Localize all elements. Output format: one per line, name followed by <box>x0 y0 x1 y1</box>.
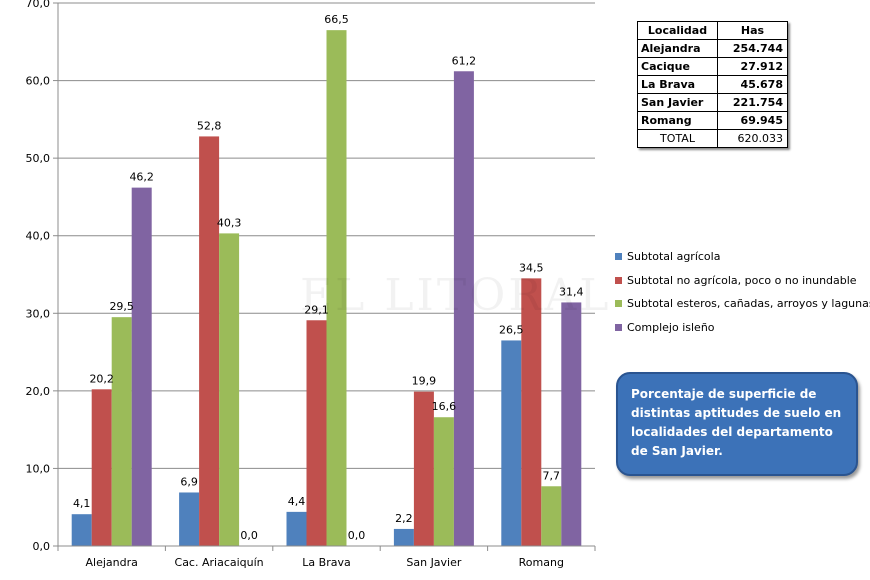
legend-item: Complejo isleño <box>615 316 870 340</box>
legend-label: Subtotal no agrícola, poco o no inundabl… <box>627 273 857 287</box>
y-tick-label: 50,0 <box>26 152 51 165</box>
y-tick-label: 10,0 <box>26 462 51 475</box>
data-label: 0,0 <box>240 529 258 542</box>
table-cell-has: 221.754 <box>717 93 788 112</box>
table-cell-localidad: San Javier <box>637 93 718 112</box>
y-tick-label: 0,0 <box>33 540 51 553</box>
data-labels: 4,1 6,9 4,4 2,2 26,5 20,2 52,8 29,1 19,9 34,5 29,5… <box>73 13 584 542</box>
table-cell-has: 45.678 <box>717 75 788 94</box>
table-cell-localidad: Alejandra <box>637 39 718 58</box>
table-cell-localidad: Romang <box>637 111 718 130</box>
table-row: Cacique 27.912 <box>637 57 788 76</box>
bar <box>501 340 522 546</box>
table-row: Romang 69.945 <box>637 111 788 130</box>
table-header-row: Localidad Has <box>637 21 788 40</box>
legend-item: Subtotal agrícola <box>615 245 870 269</box>
y-tick-label: 70,0 <box>26 0 51 10</box>
caption-box: Porcentaje de superficie de distintas ap… <box>616 372 858 476</box>
data-label: 61,2 <box>452 54 477 67</box>
data-label: 29,1 <box>304 303 329 316</box>
watermark: EL LITORAL <box>300 270 612 321</box>
data-label: 46,2 <box>129 171 154 184</box>
data-label: 6,9 <box>180 475 198 488</box>
table-total-row: TOTAL 620.033 <box>637 129 788 148</box>
legend-swatch <box>615 323 622 331</box>
data-label: 29,5 <box>109 300 134 313</box>
legend: Subtotal agrícola Subtotal no agrícola, p… <box>615 245 870 339</box>
y-tick-label: 60,0 <box>26 75 51 88</box>
bar <box>453 71 474 547</box>
data-label: 4,4 <box>288 495 306 508</box>
data-label: 19,9 <box>412 375 437 388</box>
table-total-label: TOTAL <box>637 129 718 148</box>
table-row: La Brava 45.678 <box>637 75 788 94</box>
x-tick-label: San Javier <box>406 556 462 569</box>
bar <box>326 30 347 546</box>
data-label: 0,0 <box>348 529 366 542</box>
legend-swatch <box>615 276 622 284</box>
data-label: 26,5 <box>499 323 524 336</box>
data-label: 52,8 <box>197 119 222 132</box>
header-has: Has <box>717 21 788 40</box>
bars <box>71 30 582 547</box>
x-tick-label: Alejandra <box>86 556 138 569</box>
bar <box>199 136 220 546</box>
locality-table: Localidad Has Alejandra 254.744 Cacique 27.… <box>637 21 788 148</box>
bar <box>111 317 132 546</box>
bar <box>561 302 582 546</box>
legend-label: Subtotal agrícola <box>627 250 721 264</box>
x-tick-label: Cac. Ariacaiquín <box>175 556 264 569</box>
table-row: San Javier 221.754 <box>637 93 788 112</box>
bar <box>131 187 152 546</box>
bar <box>91 389 112 546</box>
data-label: 31,4 <box>559 285 584 298</box>
data-label: 2,2 <box>395 512 413 525</box>
legend-item: Subtotal esteros, cañadas, arroyos y lag… <box>615 292 870 316</box>
bar <box>521 278 542 546</box>
x-axis: Alejandra Cac. Ariacaiquín La Brava San Jav… <box>57 545 596 569</box>
bar <box>179 492 200 546</box>
bar <box>433 417 454 546</box>
data-label: 4,1 <box>73 497 91 510</box>
bar <box>306 320 327 546</box>
table-cell-localidad: Cacique <box>637 57 718 76</box>
table-cell-has: 27.912 <box>717 57 788 76</box>
table-cell-has: 254.744 <box>717 39 788 58</box>
data-label: 16,6 <box>432 400 457 413</box>
bar <box>286 511 307 546</box>
data-label: 7,7 <box>543 469 561 482</box>
data-label: 20,2 <box>89 372 114 385</box>
bar <box>219 233 240 546</box>
table-total-value: 620.033 <box>717 129 788 148</box>
header-localidad: Localidad <box>637 21 718 40</box>
y-tick-label: 40,0 <box>26 230 51 243</box>
legend-item: Subtotal no agrícola, poco o no inundabl… <box>615 269 870 293</box>
data-label: 40,3 <box>217 216 242 229</box>
legend-swatch <box>615 253 622 261</box>
legend-label: Subtotal esteros, cañadas, arroyos y lag… <box>627 297 870 311</box>
y-tick-label: 30,0 <box>26 307 51 320</box>
bar <box>393 528 414 546</box>
x-tick-label: Romang <box>519 556 564 569</box>
table-cell-has: 69.945 <box>717 111 788 130</box>
bar <box>541 486 562 546</box>
x-tick-label: La Brava <box>302 556 350 569</box>
bar <box>71 514 92 546</box>
table-cell-localidad: La Brava <box>637 75 718 94</box>
table-row: Alejandra 254.744 <box>637 39 788 58</box>
y-tick-label: 20,0 <box>26 385 51 398</box>
y-axis: 0,0 10,0 20,0 30,0 40,0 50,0 60,0 70,0 <box>26 0 59 553</box>
bar <box>413 391 434 546</box>
legend-label: Complejo isleño <box>627 320 715 334</box>
data-label: 34,5 <box>519 261 544 274</box>
legend-swatch <box>615 300 622 308</box>
data-label: 66,5 <box>324 13 349 26</box>
